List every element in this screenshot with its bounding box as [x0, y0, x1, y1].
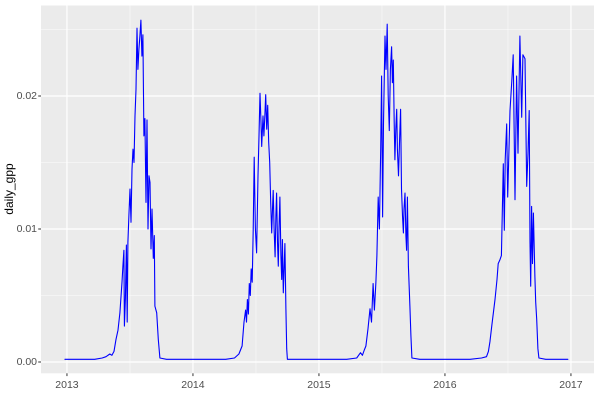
- y-tick-label: 0.01: [16, 222, 37, 235]
- x-tick-label: 2016: [433, 379, 457, 391]
- x-tick-label: 2015: [307, 379, 331, 391]
- x-tick-label: 2013: [55, 379, 79, 391]
- y-tick-label: 0.00: [16, 355, 37, 368]
- x-tick-label: 2014: [181, 379, 205, 391]
- y-tick-label: 0.02: [16, 89, 37, 102]
- y-axis-title: daily_gpp: [2, 163, 16, 215]
- daily_gpp-line: [64, 19, 569, 360]
- x-tick-label: 2017: [559, 379, 583, 391]
- plot-panel: [41, 5, 594, 374]
